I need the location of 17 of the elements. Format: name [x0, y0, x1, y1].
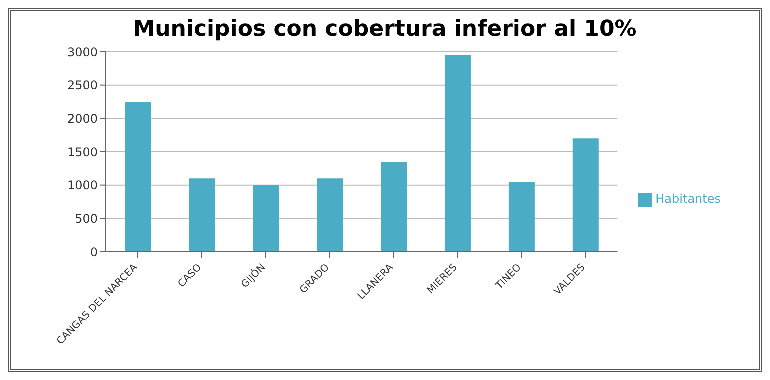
- bar: [125, 102, 152, 252]
- bar: [572, 138, 599, 252]
- chart-title: Municipios con cobertura inferior al 10%: [132, 17, 638, 42]
- bar: [317, 178, 344, 252]
- bar: [508, 182, 535, 252]
- bar: [189, 178, 216, 252]
- bar: [253, 185, 280, 252]
- y-tick-label: 1500: [67, 145, 98, 160]
- bar: [381, 162, 408, 252]
- y-tick-label: 500: [75, 212, 98, 226]
- y-tick-label: 2000: [67, 112, 98, 126]
- bar: [444, 55, 471, 252]
- y-tick-label: 0: [90, 245, 98, 260]
- y-tick-label: 3000: [67, 45, 98, 60]
- y-tick-label: 2500: [67, 78, 98, 93]
- legend-label: Habitantes: [656, 192, 721, 206]
- y-tick-label: 1000: [67, 178, 98, 193]
